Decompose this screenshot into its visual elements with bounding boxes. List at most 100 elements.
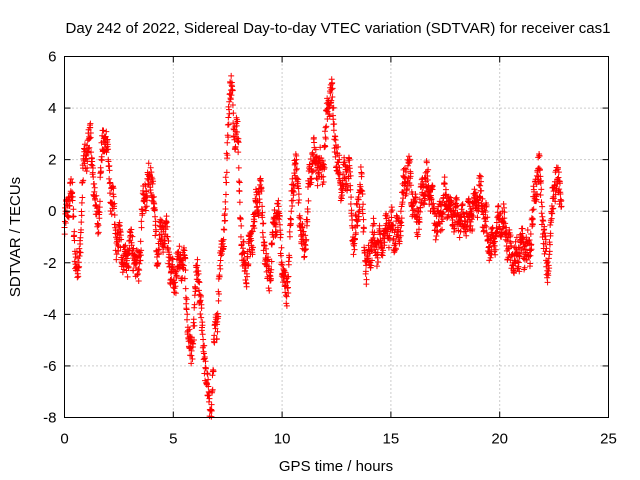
data-point — [441, 180, 448, 187]
data-point — [489, 231, 496, 238]
data-point — [295, 176, 302, 183]
data-point — [164, 223, 171, 230]
data-point — [314, 182, 321, 189]
data-point — [214, 318, 221, 325]
data-point — [251, 225, 258, 232]
data-point — [331, 121, 338, 127]
data-point — [351, 246, 358, 253]
data-point — [371, 220, 378, 227]
data-point — [389, 207, 396, 214]
data-point — [340, 171, 347, 178]
data-point — [125, 263, 132, 270]
x-tick-label: 25 — [600, 431, 617, 448]
data-point — [268, 258, 275, 265]
data-point — [205, 383, 212, 390]
data-point — [78, 219, 85, 226]
data-point — [62, 220, 69, 227]
data-point — [543, 245, 550, 252]
data-point — [424, 176, 431, 183]
data-point — [110, 185, 117, 192]
data-point — [541, 223, 548, 230]
data-point — [304, 208, 311, 215]
data-point — [217, 252, 224, 259]
data-point — [330, 104, 337, 111]
data-point — [338, 192, 345, 199]
data-point — [103, 128, 110, 135]
data-point — [331, 136, 338, 143]
data-point — [439, 226, 446, 233]
data-point — [138, 224, 145, 231]
data-point — [77, 234, 84, 241]
data-point — [295, 199, 302, 206]
data-point — [278, 252, 285, 259]
data-point — [508, 243, 515, 250]
data-point — [81, 146, 88, 153]
data-point — [214, 328, 221, 335]
data-point — [476, 181, 483, 188]
data-point — [422, 191, 429, 198]
data-point — [95, 208, 102, 215]
data-point — [140, 198, 147, 204]
data-point — [197, 293, 204, 300]
data-point — [69, 189, 76, 196]
data-point — [77, 240, 84, 247]
data-point — [220, 236, 227, 243]
data-point — [191, 292, 198, 299]
data-point — [245, 260, 252, 267]
data-point — [287, 215, 294, 222]
data-point — [282, 289, 289, 296]
data-point — [472, 189, 479, 196]
data-point — [284, 285, 291, 292]
axis-ticks — [64, 56, 609, 418]
data-point — [138, 247, 145, 254]
data-point — [458, 214, 465, 221]
data-point — [164, 233, 171, 240]
data-point — [256, 199, 263, 206]
data-point — [300, 228, 307, 235]
data-point — [260, 220, 267, 227]
data-point — [388, 214, 395, 221]
data-point — [302, 232, 309, 239]
data-point — [332, 136, 339, 143]
data-point — [182, 267, 189, 274]
data-point — [478, 187, 485, 194]
data-point — [139, 208, 146, 215]
data-point — [223, 179, 230, 186]
data-point — [501, 209, 508, 216]
data-point — [547, 230, 554, 237]
data-point — [268, 275, 275, 282]
data-point — [414, 231, 421, 238]
plot-frame — [64, 56, 609, 418]
data-point — [95, 230, 102, 237]
data-point — [384, 212, 391, 219]
chart-title: Day 242 of 2022, Sidereal Day-to-day VTE… — [66, 20, 611, 37]
data-point — [283, 300, 290, 307]
data-point — [406, 156, 413, 163]
data-point — [78, 199, 85, 206]
data-point — [525, 237, 532, 244]
data-point — [257, 178, 264, 185]
data-point — [269, 240, 276, 247]
data-point — [514, 258, 521, 265]
data-point — [128, 226, 135, 233]
data-point — [329, 79, 336, 86]
data-point — [86, 135, 93, 142]
data-point — [274, 200, 281, 207]
data-point — [195, 287, 202, 294]
y-tick-label: 2 — [48, 152, 56, 169]
data-point — [147, 189, 154, 196]
data-point — [540, 217, 547, 224]
data-point — [381, 239, 388, 246]
data-point — [119, 269, 126, 276]
data-point — [545, 268, 552, 275]
data-point — [322, 143, 329, 150]
data-series — [61, 72, 565, 420]
data-point — [84, 164, 91, 171]
data-point — [98, 157, 105, 164]
data-point — [326, 102, 333, 109]
data-point — [431, 205, 438, 212]
data-point — [130, 267, 137, 274]
data-point — [288, 216, 295, 223]
data-point — [411, 197, 418, 204]
data-point — [527, 247, 534, 254]
